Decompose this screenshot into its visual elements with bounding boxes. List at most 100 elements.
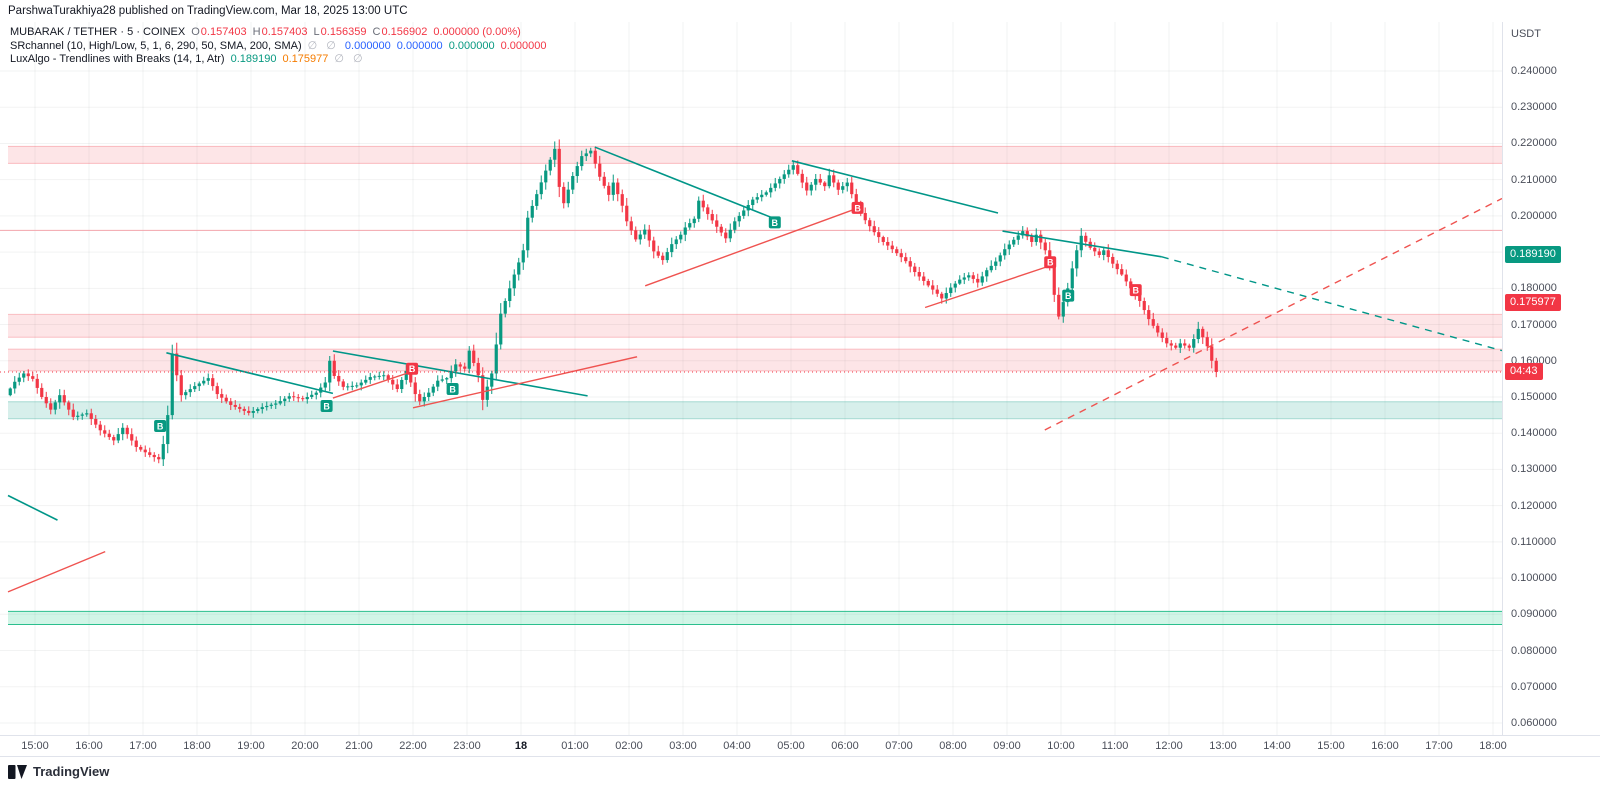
price-axis-label: 0.080000 (1511, 644, 1557, 657)
trendline-break-marker[interactable] (446, 383, 459, 396)
ohlc-values: O0.157403 H0.157403 L0.156359 C0.156902 (185, 26, 427, 38)
price-axis[interactable]: USDT 0.060000 0.070000 0.080000 0.090000 0.1… (1502, 0, 1600, 756)
legend-symbol-row[interactable]: MUBARAK / TETHER · 5 · COINEX O0.157403 H0… (10, 26, 546, 40)
time-axis-label: 02:00 (615, 740, 643, 752)
price-axis-label: 0.130000 (1511, 463, 1557, 476)
srchannel-values: 0.000000 0.000000 0.000000 0.000000 (339, 40, 547, 52)
trendline[interactable] (1002, 230, 1162, 258)
demand-zone-1[interactable] (8, 401, 1502, 419)
price-axis-label: 0.180000 (1511, 282, 1557, 295)
trendline-break-marker[interactable] (320, 400, 333, 413)
time-axis-label: 21:00 (345, 740, 373, 752)
luxalgo-empty-values: ∅ ∅ (334, 53, 366, 65)
time-axis-label: 05:00 (777, 740, 805, 752)
ohlc-label: H (252, 26, 261, 38)
srchannel-value: 0.000000 (396, 39, 443, 52)
supply-zone-1[interactable] (8, 146, 1502, 164)
time-axis-label: 04:00 (723, 740, 751, 752)
upper-trendline-price-badge: 0.189190 (1505, 246, 1561, 264)
trendline-break-marker[interactable] (406, 362, 419, 375)
supply-zone-2[interactable] (8, 314, 1502, 338)
break-marker-label: B (449, 385, 456, 395)
price-axis-label: 0.070000 (1511, 680, 1557, 693)
price-axis-label: 0.090000 (1511, 608, 1557, 621)
symbol-title: MUBARAK / TETHER · 5 · COINEX (10, 26, 186, 38)
ohlc-value: 0.157403 (261, 26, 308, 38)
time-axis-label: 23:00 (453, 740, 481, 752)
bar-countdown-badge: 04:43 (1505, 362, 1543, 380)
break-marker-label: B (854, 203, 861, 213)
trendline[interactable] (332, 370, 414, 399)
srchannel-value: 0.000000 (500, 39, 547, 52)
time-axis-label: 17:00 (129, 740, 157, 752)
time-axis-label: 13:00 (1209, 740, 1237, 752)
time-axis-label: 20:00 (291, 740, 319, 752)
price-axis-label: 0.060000 (1511, 716, 1557, 729)
break-marker-label: B (157, 421, 164, 431)
price-chart-canvas[interactable]: B B B B B B B B B (0, 0, 1502, 735)
time-axis-label: 14:00 (1263, 740, 1291, 752)
footer: TradingView (0, 756, 1600, 799)
time-axis-label: 18:00 (183, 740, 211, 752)
trendline[interactable] (412, 356, 638, 409)
change-value: 0.000000 (0.00%) (433, 26, 521, 38)
trendline[interactable] (791, 160, 999, 214)
trendline[interactable] (7, 494, 58, 521)
trendline-break-marker[interactable] (1044, 256, 1057, 269)
trendline-break-marker[interactable] (851, 201, 864, 214)
trendline[interactable] (166, 352, 334, 395)
time-axis-label: 11:00 (1101, 740, 1129, 752)
trendline-break-marker[interactable] (1062, 289, 1075, 302)
time-axis-label: 10:00 (1047, 740, 1075, 752)
time-axis-label: 12:00 (1155, 740, 1183, 752)
legend-srchannel-row[interactable]: SRchannel (10, High/Low, 5, 1, 6, 290, 5… (10, 40, 546, 54)
srchannel-value: 0.000000 (344, 39, 391, 52)
srchannel-value: 0.000000 (448, 39, 495, 52)
quote-currency-label: USDT (1511, 28, 1541, 40)
chart-legend: MUBARAK / TETHER · 5 · COINEX O0.157403 H0… (10, 26, 546, 67)
supply-zone-3[interactable] (8, 349, 1502, 371)
price-axis-label: 0.220000 (1511, 137, 1557, 150)
price-axis-label: 0.240000 (1511, 65, 1557, 77)
luxalgo-indicator-name: LuxAlgo - Trendlines with Breaks (14, 1,… (10, 53, 225, 65)
trendline[interactable] (332, 350, 588, 397)
trendline-break-marker[interactable] (154, 419, 167, 432)
legend-luxalgo-row[interactable]: LuxAlgo - Trendlines with Breaks (14, 1,… (10, 53, 546, 67)
tradingview-logo-icon[interactable] (8, 765, 27, 779)
time-axis-label: 08:00 (939, 740, 967, 752)
time-axis-label: 15:00 (1317, 740, 1345, 752)
price-axis-label: 0.170000 (1511, 318, 1557, 331)
ohlc-value: 0.156359 (320, 26, 367, 38)
time-axis-label: 09:00 (993, 740, 1021, 752)
break-marker-label: B (1132, 286, 1139, 296)
trendline-break-marker[interactable] (1129, 284, 1142, 297)
lower-trendline-price-badge: 0.175977 (1505, 293, 1561, 311)
trendline[interactable] (594, 146, 779, 221)
time-axis-label: 16:00 (1371, 740, 1399, 752)
brand-name[interactable]: TradingView (33, 764, 110, 779)
trendline[interactable] (1161, 256, 1502, 352)
trendline[interactable] (924, 264, 1053, 309)
ohlc-value: 0.157403 (200, 26, 247, 38)
ohlc-value: 0.156902 (381, 26, 428, 38)
trendline[interactable] (7, 550, 106, 593)
ohlc-label: C (372, 26, 381, 38)
trendline-break-marker[interactable] (768, 216, 781, 229)
break-marker-label: B (772, 218, 779, 228)
luxalgo-value: 0.175977 (282, 53, 329, 65)
time-axis-label: 06:00 (831, 740, 859, 752)
time-axis-label: 18 (514, 740, 528, 752)
price-axis-label: 0.120000 (1511, 499, 1557, 512)
price-axis-label: 0.200000 (1511, 209, 1557, 222)
time-axis-label: 07:00 (885, 740, 913, 752)
trendline[interactable] (644, 206, 861, 287)
publish-bar: ParshwaTurakhiya28 published on TradingV… (0, 0, 1600, 22)
demand-zone-2[interactable] (8, 611, 1502, 625)
srchannel-empty-values: ∅ ∅ (307, 39, 339, 52)
price-axis-label: 0.230000 (1511, 101, 1557, 114)
grid (0, 22, 1502, 735)
time-axis-label: 16:00 (75, 740, 103, 752)
time-axis[interactable]: 15:00 16:00 17:00 18:00 19:00 20:00 21:00 22:00… (0, 735, 1600, 756)
price-axis-label: 0.110000 (1511, 535, 1557, 548)
